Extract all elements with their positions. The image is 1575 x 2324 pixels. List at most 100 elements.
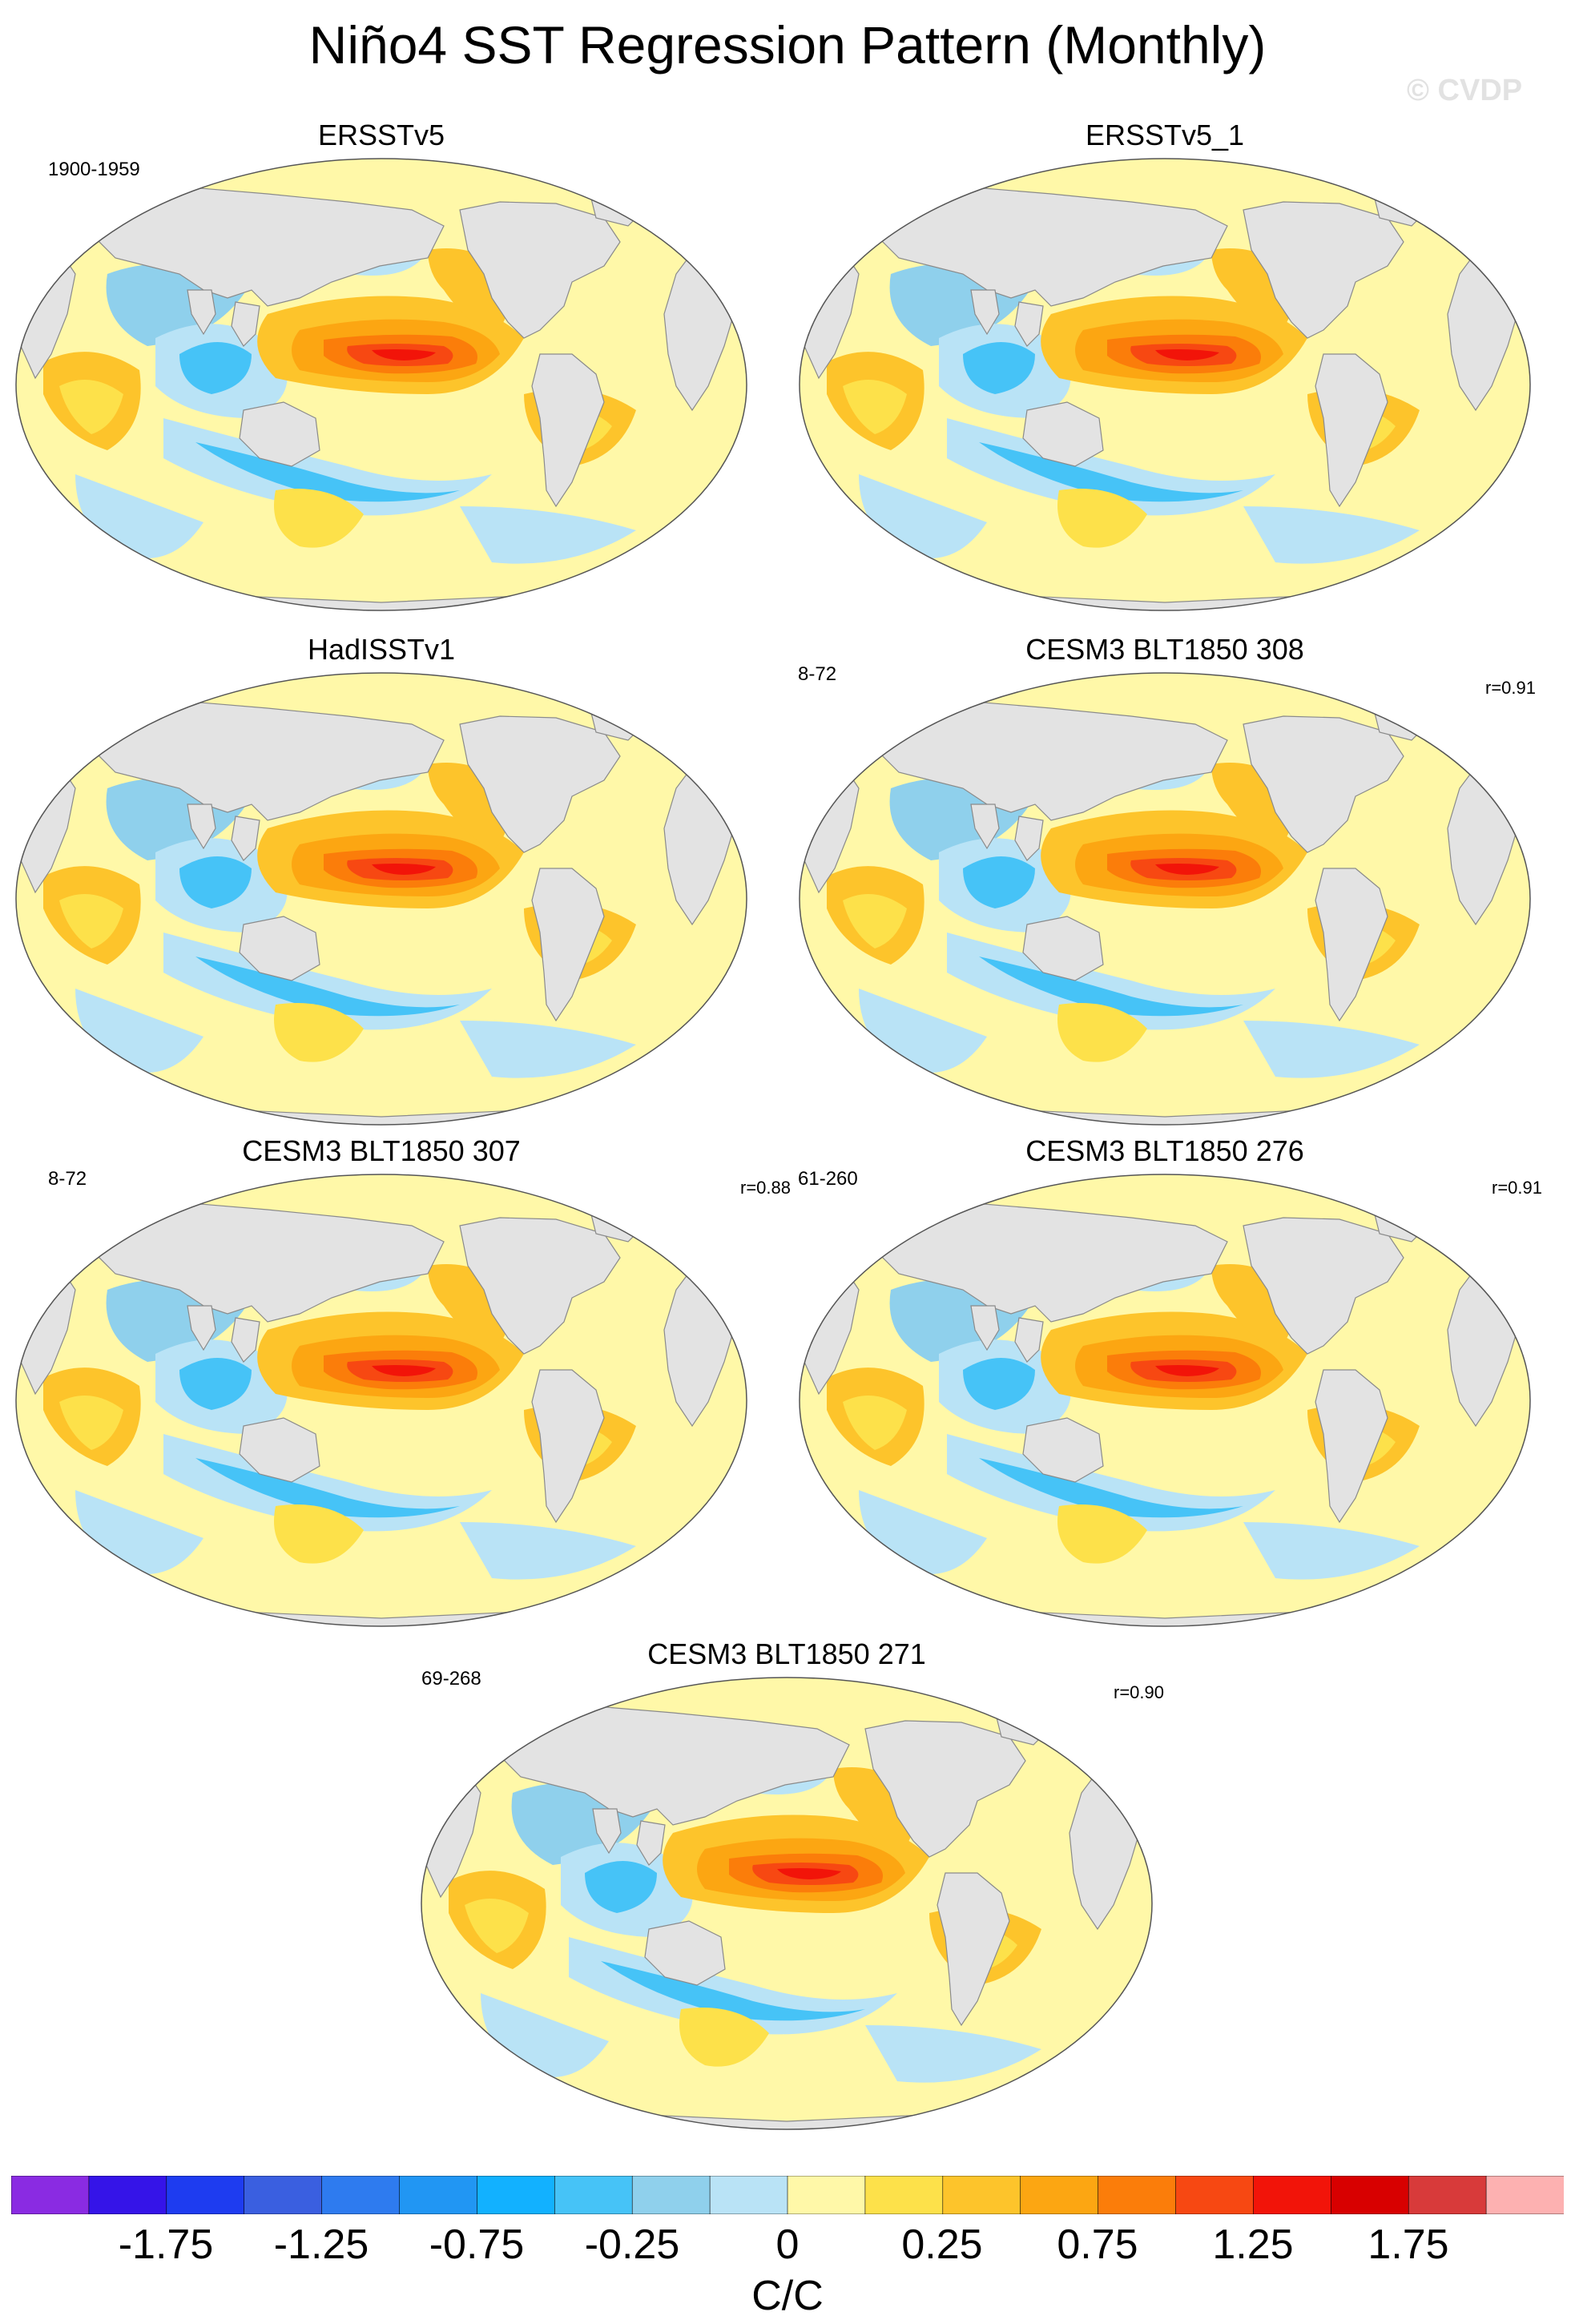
land-mass	[644, 1920, 726, 1986]
sst-anomaly-region	[601, 1961, 865, 2021]
map-field	[16, 159, 747, 610]
sst-anomaly-region	[460, 506, 636, 564]
sst-anomaly-region	[963, 856, 1035, 908]
sst-anomaly-region	[1243, 1522, 1420, 1580]
sst-regression-map	[15, 1174, 747, 1627]
land-mass	[75, 699, 445, 821]
sst-anomaly-region	[274, 489, 364, 548]
colorbar-swatch	[88, 2176, 167, 2214]
panel-title: ERSSTv5	[317, 119, 445, 151]
land-mass	[459, 201, 621, 339]
sst-anomaly-region	[179, 856, 252, 908]
sst-anomaly-region	[963, 342, 1035, 394]
sst-anomaly-region	[59, 380, 123, 434]
sst-anomaly-region	[465, 1899, 529, 1953]
panel-period: 8-72	[798, 663, 837, 685]
sst-anomaly-region	[59, 1396, 123, 1450]
colorbar-tick-label: 0.25	[901, 2221, 983, 2268]
land-mass	[592, 1808, 622, 1855]
land-mass	[239, 916, 320, 981]
sst-anomaly-region	[963, 1358, 1035, 1410]
sst-anomaly-region	[1057, 1003, 1147, 1062]
land-mass	[937, 1872, 1010, 2027]
land-mass	[1243, 715, 1404, 853]
panel-period: 1900-1959	[48, 159, 140, 180]
land-mass	[459, 715, 621, 853]
sst-anomaly-region	[979, 957, 1243, 1017]
sst-anomaly-region	[179, 1358, 252, 1410]
map-field	[800, 159, 1530, 610]
panel-correlation: r=0.90	[1114, 1682, 1164, 1702]
map-outline	[799, 672, 1531, 1126]
colorbar-tick-label: -0.75	[429, 2221, 525, 2268]
land-mass	[1243, 1217, 1404, 1355]
sst-regression-map	[15, 672, 747, 1126]
sst-anomaly-region	[372, 349, 436, 360]
panel-title: CESM3 BLT1850 276	[1025, 1134, 1304, 1167]
land-mass	[1315, 1369, 1388, 1524]
land-mass	[864, 1720, 1026, 1858]
land-mass	[1014, 1317, 1044, 1363]
colorbar-swatch	[709, 2176, 788, 2214]
land-mass	[970, 1305, 1000, 1351]
map-outline	[15, 158, 747, 611]
colorbar-swatch	[477, 2176, 556, 2214]
sst-anomaly-region	[777, 1868, 841, 1879]
sst-anomaly-region	[274, 1003, 364, 1062]
copyright-watermark: © CVDP	[1407, 74, 1523, 107]
panel-title: CESM3 BLT1850 308	[1025, 633, 1304, 666]
colorbar-swatch	[244, 2176, 323, 2214]
sst-anomaly-region	[865, 2025, 1041, 2083]
panel-period: 8-72	[48, 1168, 87, 1190]
colorbar-swatch	[1485, 2176, 1564, 2214]
map-field	[421, 1678, 1152, 2129]
sst-anomaly-region	[979, 442, 1243, 502]
colorbar-tick-label: 1.25	[1212, 2221, 1294, 2268]
sst-anomaly-region	[843, 1396, 907, 1450]
land-mass	[531, 868, 605, 1022]
colorbar-swatch	[11, 2176, 90, 2214]
panel-period: 61-260	[798, 1168, 858, 1190]
land-mass	[187, 1305, 216, 1351]
sst-regression-map	[799, 672, 1531, 1126]
colorbar-tick-label: -1.75	[118, 2221, 214, 2268]
sst-anomaly-region	[195, 957, 460, 1017]
map-panel: CESM3 BLT1850 271 69-268 r=0.90	[417, 1637, 1164, 2134]
panel-title: ERSSTv5_1	[1085, 119, 1245, 151]
map-field	[800, 1174, 1530, 1626]
land-mass	[459, 1217, 621, 1355]
colorbar-tick-label: 0	[775, 2221, 800, 2268]
panel-period: 69-268	[421, 1668, 481, 1690]
panel-title: HadISSTv1	[307, 633, 456, 666]
land-mass	[231, 816, 260, 861]
map-outline	[15, 1174, 747, 1627]
colorbar-units: C/C	[751, 2273, 824, 2319]
land-mass	[1014, 816, 1044, 861]
land-mass	[1014, 301, 1044, 347]
colorbar-swatch	[166, 2176, 245, 2214]
colorbar-swatch	[1253, 2176, 1332, 2214]
sst-anomaly-region	[179, 342, 252, 394]
colorbar-tick-label: -0.25	[584, 2221, 680, 2268]
sst-anomaly-region	[1155, 349, 1219, 360]
colorbar-swatch	[942, 2176, 1021, 2214]
land-mass	[858, 1201, 1228, 1323]
map-panel: CESM3 BLT1850 308 8-72 r=0.91	[795, 633, 1536, 1130]
land-mass	[1315, 868, 1388, 1022]
land-mass	[231, 301, 260, 347]
colorbar-swatch	[1098, 2176, 1177, 2214]
land-mass	[480, 1704, 850, 1826]
map-outline	[15, 672, 747, 1126]
colorbar-tick-label: -1.25	[273, 2221, 369, 2268]
map-panel: HadISSTv1	[11, 633, 751, 1130]
colorbar-swatch	[1331, 2176, 1410, 2214]
land-mass	[531, 1369, 605, 1524]
panel-title: CESM3 BLT1850 307	[242, 1134, 521, 1167]
map-panel: ERSSTv5 1900-1959	[11, 119, 751, 615]
land-mass	[858, 185, 1228, 307]
land-mass	[239, 1417, 320, 1483]
figure-title: Niño4 SST Regression Pattern (Monthly)	[308, 15, 1267, 75]
land-mass	[231, 1317, 260, 1363]
map-panel: CESM3 BLT1850 276 61-260 r=0.91	[795, 1134, 1542, 1631]
sst-anomaly-region	[372, 864, 436, 875]
